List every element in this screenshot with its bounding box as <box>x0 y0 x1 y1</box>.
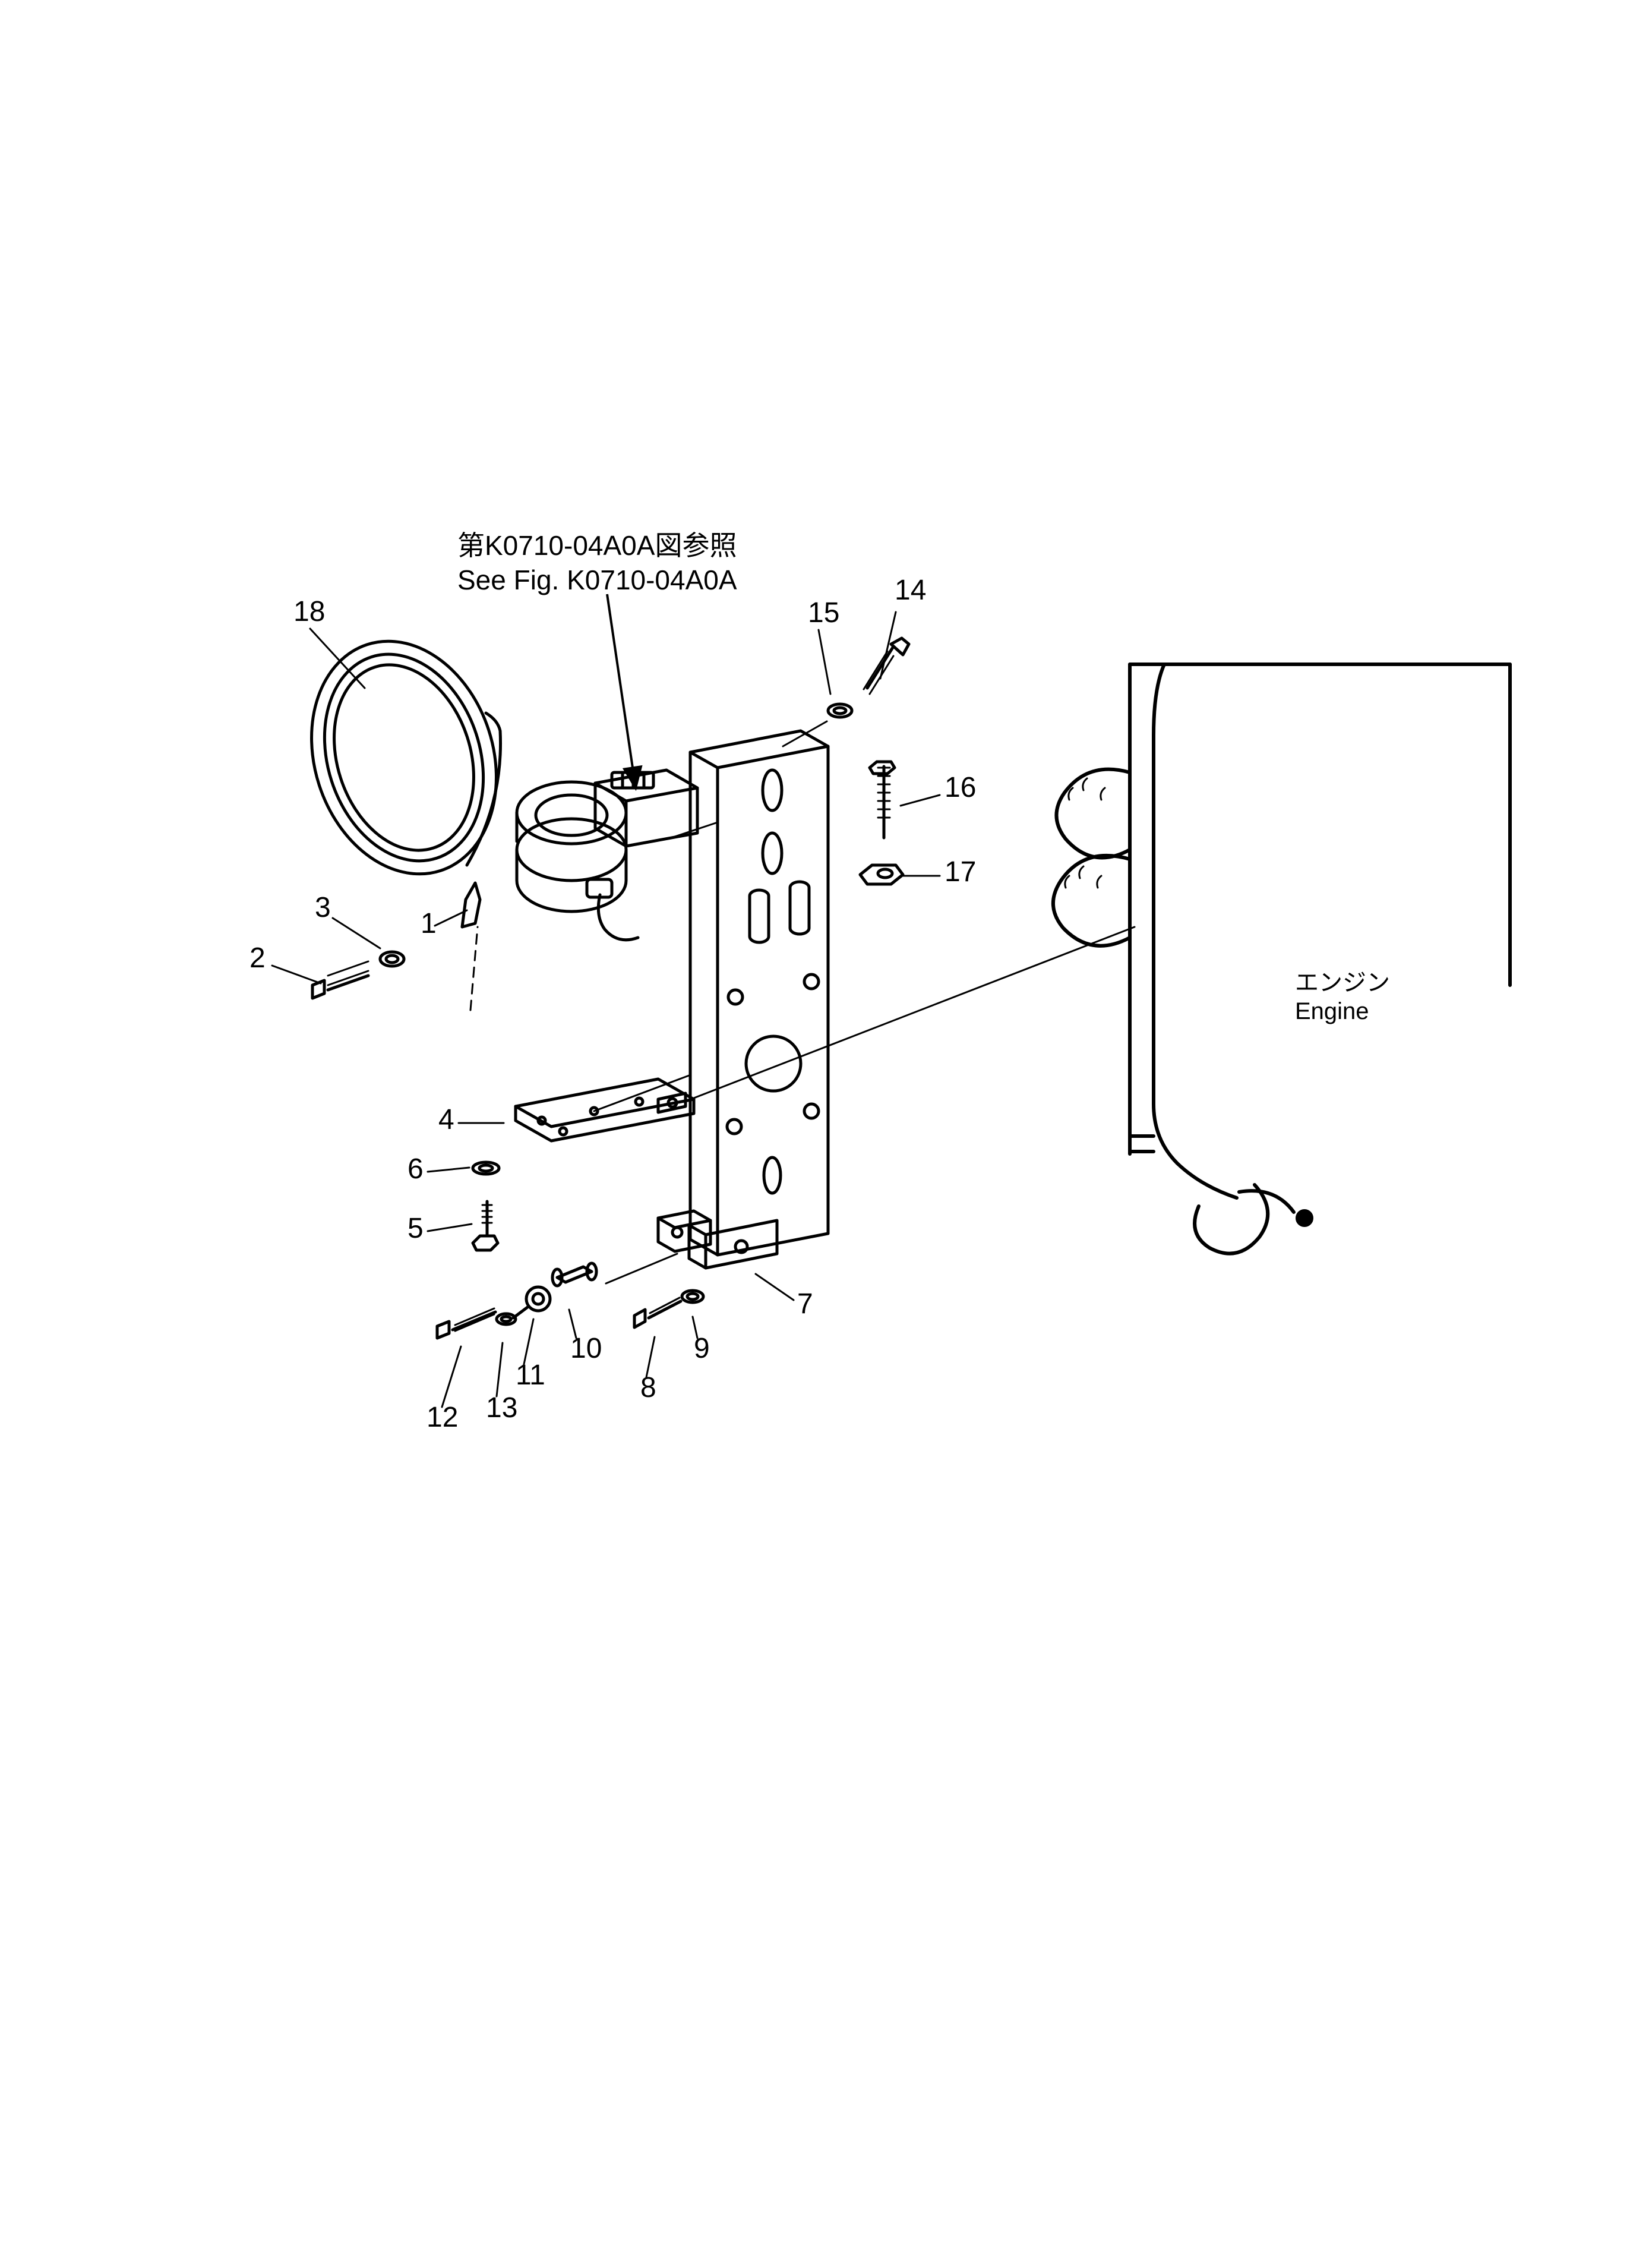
part-14-bolt <box>864 638 909 694</box>
callout-16: 16 <box>944 771 976 804</box>
figure-reference: 第K0710-04A0A図参照 See Fig. K0710-04A0A <box>457 529 737 597</box>
part-18 <box>283 617 526 898</box>
engine-label-en: Engine <box>1295 997 1390 1026</box>
part-11-rodend <box>513 1287 550 1318</box>
part-8-bolt <box>634 1298 681 1327</box>
callout-6: 6 <box>407 1153 424 1185</box>
part-3-washer <box>380 952 404 966</box>
engine-context <box>1053 664 1510 1254</box>
part-16-bolt <box>870 762 895 838</box>
callout-7: 7 <box>797 1288 813 1320</box>
figure-reference-jp: 第K0710-04A0A図参照 <box>457 529 737 563</box>
callout-12: 12 <box>427 1401 458 1434</box>
part-17-nut <box>860 865 903 884</box>
callout-1: 1 <box>421 907 437 940</box>
callout-4: 4 <box>438 1103 454 1136</box>
callout-2: 2 <box>249 942 266 974</box>
callout-18: 18 <box>293 595 325 628</box>
part-10-spacer <box>552 1263 596 1286</box>
callout-10: 10 <box>570 1332 602 1365</box>
callout-5: 5 <box>407 1212 424 1245</box>
callout-3: 3 <box>315 891 331 924</box>
callout-13: 13 <box>486 1392 517 1424</box>
callout-11: 11 <box>516 1359 545 1392</box>
diagram-svg <box>0 0 1649 2268</box>
actuator-assembly <box>517 770 697 940</box>
callout-17: 17 <box>944 856 976 888</box>
figure-reference-en: See Fig. K0710-04A0A <box>457 563 737 598</box>
part-4-plate <box>516 1079 694 1141</box>
part-2-bolt <box>312 961 368 998</box>
callout-8: 8 <box>640 1371 656 1404</box>
callout-9: 9 <box>694 1332 710 1365</box>
part-9-washer <box>682 1291 703 1302</box>
part-1 <box>462 883 480 1010</box>
callout-15: 15 <box>808 597 839 629</box>
part-6-washer <box>473 1162 499 1174</box>
part-15-washer <box>828 704 852 717</box>
callout-14: 14 <box>895 574 926 607</box>
part-5-bolt <box>473 1201 498 1250</box>
part-12-bolt <box>437 1308 495 1338</box>
diagram-page: 第K0710-04A0A図参照 See Fig. K0710-04A0A エンジ… <box>0 0 1649 2268</box>
engine-label-jp: エンジン <box>1295 969 1390 997</box>
part-7-bracket <box>658 731 828 1268</box>
engine-label: エンジン Engine <box>1295 969 1390 1026</box>
